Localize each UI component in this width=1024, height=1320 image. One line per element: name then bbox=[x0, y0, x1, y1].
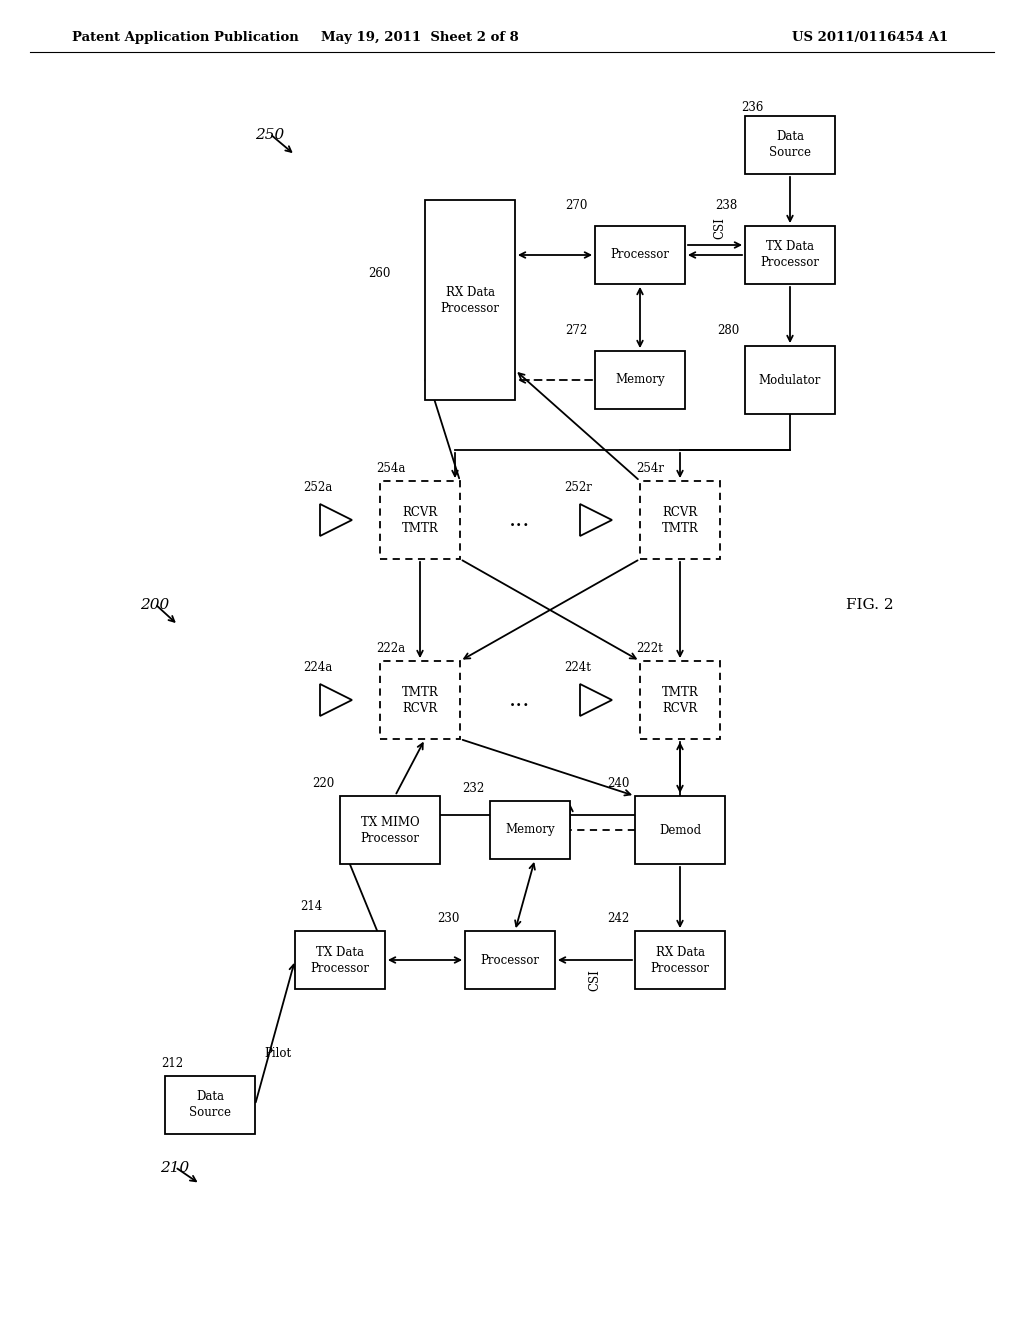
Text: 254a: 254a bbox=[376, 462, 406, 475]
Text: RCVR
TMTR: RCVR TMTR bbox=[401, 506, 438, 535]
Text: 252a: 252a bbox=[303, 480, 333, 494]
Text: ...: ... bbox=[509, 689, 530, 711]
Text: Demod: Demod bbox=[658, 824, 701, 837]
Text: 222t: 222t bbox=[636, 642, 663, 655]
Text: 252r: 252r bbox=[564, 480, 592, 494]
Text: Processor: Processor bbox=[480, 953, 540, 966]
Text: 272: 272 bbox=[565, 323, 587, 337]
Text: Memory: Memory bbox=[615, 374, 665, 387]
Text: Modulator: Modulator bbox=[759, 374, 821, 387]
Text: 250: 250 bbox=[255, 128, 285, 143]
Text: Patent Application Publication: Patent Application Publication bbox=[72, 30, 299, 44]
Text: FIG. 2: FIG. 2 bbox=[846, 598, 894, 612]
Bar bbox=[595, 226, 685, 284]
Text: 222a: 222a bbox=[376, 642, 406, 655]
Text: RX Data
Processor: RX Data Processor bbox=[650, 945, 710, 974]
Text: May 19, 2011  Sheet 2 of 8: May 19, 2011 Sheet 2 of 8 bbox=[322, 30, 519, 44]
Text: Processor: Processor bbox=[610, 248, 670, 261]
Text: 232: 232 bbox=[462, 781, 484, 795]
Bar bbox=[490, 801, 570, 859]
Text: 230: 230 bbox=[437, 912, 460, 925]
Text: 242: 242 bbox=[607, 912, 630, 925]
Text: CSI: CSI bbox=[589, 969, 601, 991]
Bar bbox=[635, 796, 725, 865]
Text: CSI: CSI bbox=[714, 216, 726, 239]
Bar bbox=[465, 931, 555, 989]
Bar bbox=[745, 346, 835, 414]
Bar bbox=[640, 661, 720, 739]
Text: 220: 220 bbox=[312, 777, 334, 789]
Text: 224a: 224a bbox=[303, 661, 333, 675]
Text: 214: 214 bbox=[300, 900, 323, 913]
Text: Memory: Memory bbox=[505, 824, 555, 837]
Bar bbox=[640, 480, 720, 558]
Text: Pilot: Pilot bbox=[264, 1047, 292, 1060]
Text: 240: 240 bbox=[607, 777, 630, 789]
Text: 260: 260 bbox=[369, 267, 391, 280]
Bar bbox=[380, 480, 460, 558]
Text: 280: 280 bbox=[717, 323, 739, 337]
Text: RX Data
Processor: RX Data Processor bbox=[440, 285, 500, 314]
Text: Data
Source: Data Source bbox=[189, 1090, 231, 1119]
Bar bbox=[165, 1076, 255, 1134]
Text: 238: 238 bbox=[715, 199, 737, 213]
Text: TMTR
RCVR: TMTR RCVR bbox=[401, 685, 438, 714]
Text: ...: ... bbox=[509, 510, 530, 531]
Text: 270: 270 bbox=[565, 199, 588, 213]
Bar bbox=[745, 116, 835, 174]
Text: 254r: 254r bbox=[636, 462, 664, 475]
Bar bbox=[425, 201, 515, 400]
Text: 200: 200 bbox=[140, 598, 170, 612]
Text: TMTR
RCVR: TMTR RCVR bbox=[662, 685, 698, 714]
Text: TX Data
Processor: TX Data Processor bbox=[761, 240, 819, 269]
Bar bbox=[340, 796, 440, 865]
Text: TX Data
Processor: TX Data Processor bbox=[310, 945, 370, 974]
Bar bbox=[745, 226, 835, 284]
Text: 236: 236 bbox=[741, 102, 763, 114]
Text: US 2011/0116454 A1: US 2011/0116454 A1 bbox=[792, 30, 948, 44]
Bar bbox=[635, 931, 725, 989]
Text: RCVR
TMTR: RCVR TMTR bbox=[662, 506, 698, 535]
Bar bbox=[380, 661, 460, 739]
Text: TX MIMO
Processor: TX MIMO Processor bbox=[360, 816, 420, 845]
Bar bbox=[295, 931, 385, 989]
Text: 210: 210 bbox=[161, 1162, 189, 1175]
Bar bbox=[595, 351, 685, 409]
Text: 212: 212 bbox=[161, 1057, 183, 1071]
Text: 224t: 224t bbox=[564, 661, 592, 675]
Text: Data
Source: Data Source bbox=[769, 131, 811, 160]
